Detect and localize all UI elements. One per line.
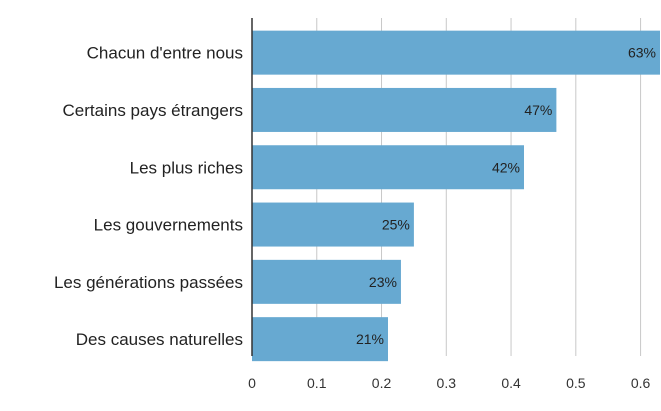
label-layer: 0 0.1 0.2 0.3 0.4 0.5 0.6 Chacun d'entre nous 63… — [54, 44, 656, 391]
bar — [252, 317, 388, 362]
value-label: 21% — [356, 331, 384, 347]
bar — [252, 202, 414, 247]
bar-layer — [252, 30, 660, 362]
category-label: Les générations passées — [54, 273, 243, 292]
value-label: 47% — [524, 102, 552, 118]
bar — [252, 30, 660, 75]
category-label: Les plus riches — [130, 158, 243, 177]
category-label: Chacun d'entre nous — [87, 44, 243, 63]
x-tick-label: 0.4 — [501, 375, 521, 391]
x-tick-label: 0 — [248, 375, 256, 391]
x-tick-label: 0.6 — [631, 375, 651, 391]
category-label: Des causes naturelles — [76, 330, 243, 349]
category-label: Certains pays étrangers — [63, 101, 243, 120]
bar — [252, 87, 557, 132]
bar — [252, 145, 524, 190]
bar — [252, 259, 401, 304]
value-label: 42% — [492, 159, 520, 175]
x-tick-label: 0.5 — [566, 375, 586, 391]
value-label: 23% — [369, 274, 397, 290]
value-label: 25% — [382, 217, 410, 233]
category-label: Les gouvernements — [94, 216, 243, 235]
x-tick-label: 0.2 — [372, 375, 392, 391]
x-tick-label: 0.3 — [437, 375, 457, 391]
value-label: 63% — [628, 45, 656, 61]
x-tick-label: 0.1 — [307, 375, 327, 391]
